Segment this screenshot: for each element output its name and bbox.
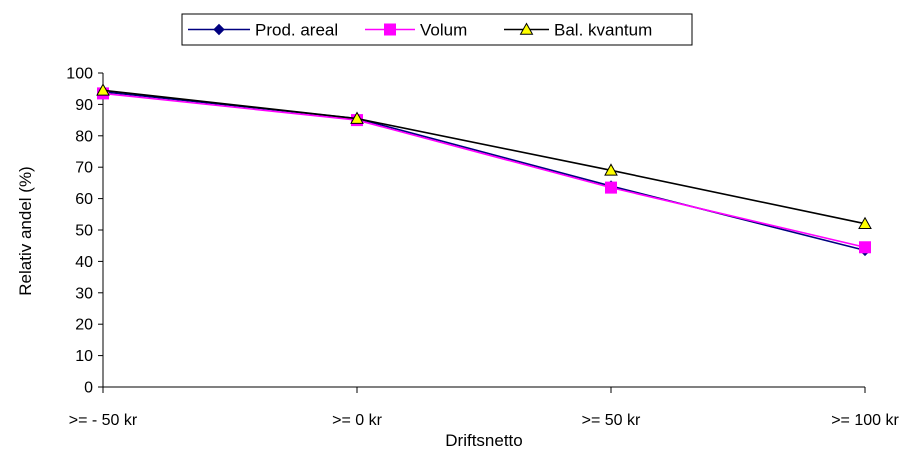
legend-box bbox=[181, 13, 693, 46]
legend-label: Bal. kvantum bbox=[554, 21, 652, 40]
series-bal-kvantum bbox=[96, 83, 872, 230]
series-line bbox=[102, 89, 866, 225]
series-volum bbox=[97, 87, 871, 254]
series-prod-areal bbox=[97, 86, 871, 257]
y-tick-label: 50 bbox=[75, 223, 93, 240]
legend-swatch-marker bbox=[213, 23, 225, 36]
y-axis-title: Relativ andel (%) bbox=[16, 166, 35, 295]
y-tick-label: 10 bbox=[75, 348, 93, 365]
legend-swatch-marker bbox=[519, 22, 534, 35]
legend-label: Volum bbox=[420, 21, 467, 40]
y-axis: 0 10 20 30 40 50 60 70 80 90 100 bbox=[66, 66, 104, 397]
data-point-triangle bbox=[858, 216, 872, 230]
series-line bbox=[102, 92, 866, 249]
y-tick-label: 30 bbox=[75, 285, 93, 302]
legend: Prod. areal Volum Bal. kvantum bbox=[181, 13, 693, 46]
data-point-square bbox=[605, 181, 617, 194]
series-line bbox=[102, 91, 866, 252]
x-tick-label: >= 50 kr bbox=[582, 412, 641, 429]
x-tick-label: >= - 50 kr bbox=[69, 412, 138, 429]
y-tick-label: 20 bbox=[75, 317, 93, 334]
legend-entry: Prod. areal bbox=[188, 21, 338, 40]
x-tick-label: >= 100 kr bbox=[831, 412, 899, 429]
y-tick-label: 80 bbox=[75, 128, 93, 145]
data-point-square bbox=[859, 241, 871, 254]
data-point-triangle bbox=[604, 163, 618, 176]
y-tick-label: 0 bbox=[84, 380, 93, 397]
data-point-triangle bbox=[96, 83, 110, 96]
legend-swatch-marker bbox=[384, 23, 396, 36]
y-tick-label: 40 bbox=[75, 254, 93, 271]
x-axis-title: Driftsnetto bbox=[445, 431, 522, 450]
legend-label: Prod. areal bbox=[255, 21, 338, 40]
y-tick-label: 60 bbox=[75, 191, 93, 208]
y-tick-label: 100 bbox=[66, 66, 93, 83]
legend-entry: Volum bbox=[365, 21, 467, 40]
x-axis: >= - 50 kr >= 0 kr >= 50 kr >= 100 kr bbox=[69, 386, 899, 429]
y-tick-label: 90 bbox=[75, 97, 93, 114]
plot-area bbox=[96, 83, 872, 257]
y-tick-label: 70 bbox=[75, 160, 93, 177]
legend-entry: Bal. kvantum bbox=[504, 21, 652, 40]
data-point-triangle bbox=[350, 111, 364, 124]
x-tick-label: >= 0 kr bbox=[332, 412, 382, 429]
